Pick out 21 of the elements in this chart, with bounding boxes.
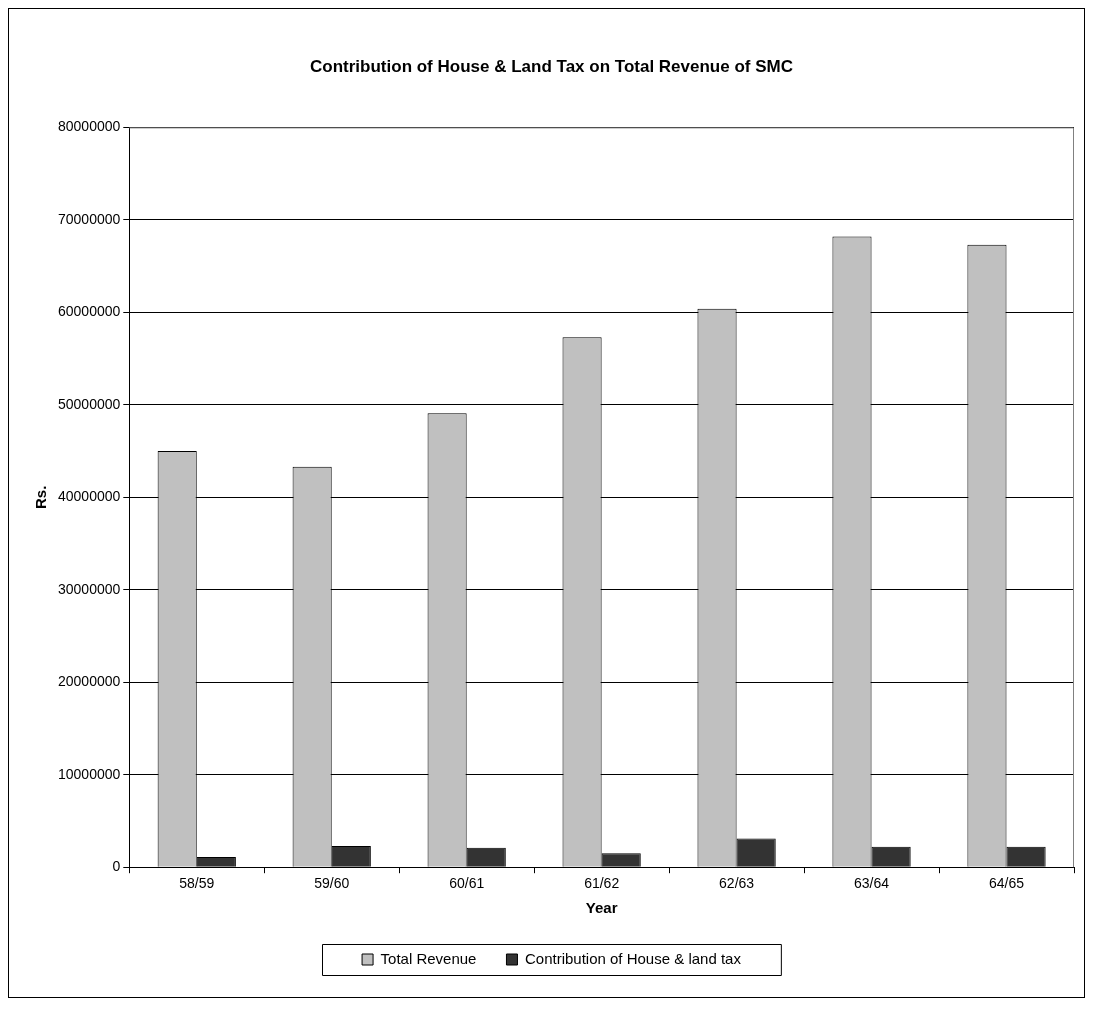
y-tick-label: 80000000 <box>57 118 121 135</box>
y-tick-label: 50000000 <box>57 395 121 412</box>
y-tick-label: 30000000 <box>57 580 121 597</box>
y-axis-title: Rs. <box>32 485 50 509</box>
x-tick-label: 59/60 <box>314 875 350 892</box>
legend-label: Total Revenue <box>380 949 477 967</box>
y-tick-label: 60000000 <box>57 303 121 320</box>
y-tick-label: 20000000 <box>57 673 121 690</box>
x-tick-label: 63/64 <box>854 875 890 892</box>
x-tick-label: 61/62 <box>584 875 620 892</box>
y-tick-label: 70000000 <box>57 210 121 227</box>
legend-label: Contribution of House & land tax <box>524 949 742 967</box>
y-tick-label: 10000000 <box>57 765 121 782</box>
x-tick-label: 60/61 <box>449 875 485 892</box>
x-tick-label: 64/65 <box>989 875 1025 892</box>
y-tick-label: 40000000 <box>57 488 121 505</box>
y-tick-label: 0 <box>112 858 121 875</box>
x-tick-label: 62/63 <box>719 875 755 892</box>
x-axis-title: Year <box>585 899 618 917</box>
x-tick-label: 58/59 <box>179 875 215 892</box>
chart-title: Contribution of House & Land Tax on Total Revenue of SMC <box>310 56 793 76</box>
